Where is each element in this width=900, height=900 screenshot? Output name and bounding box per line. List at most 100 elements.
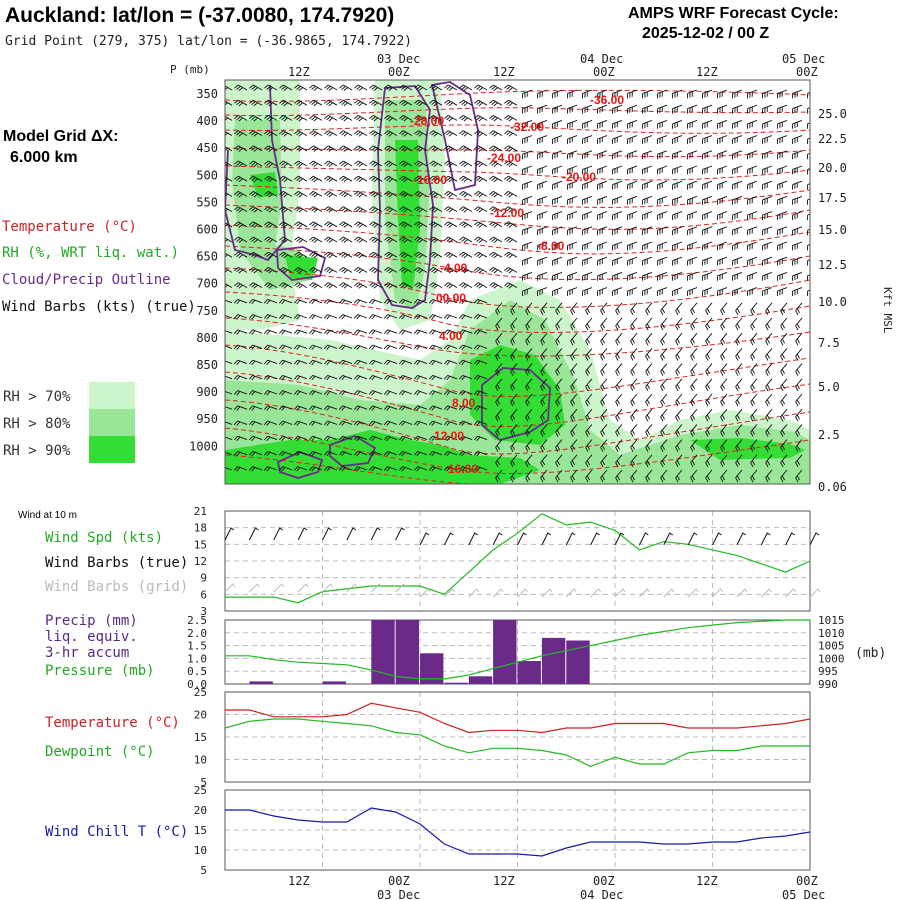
wind-barb — [792, 195, 803, 205]
wind-barb — [702, 226, 713, 236]
wind-barb — [384, 130, 398, 137]
wind-barb — [279, 84, 293, 92]
wind-barb — [473, 344, 488, 350]
wind-barb — [278, 314, 293, 320]
wind-barb — [309, 115, 323, 122]
wind-barb — [368, 344, 383, 350]
wind-barb — [660, 393, 668, 407]
wind-barb — [339, 99, 353, 107]
wind-barb — [278, 435, 293, 442]
wind-barb — [474, 221, 488, 228]
wind-barb — [398, 344, 413, 350]
wind-barb — [459, 115, 473, 122]
wind-barb — [777, 287, 788, 297]
bottom-time-4: 00Z — [593, 874, 615, 888]
wind-barb — [762, 211, 773, 221]
wind-barb — [765, 469, 773, 483]
wind-barb — [338, 435, 353, 442]
cross-section-plot — [225, 80, 817, 484]
wind-barb — [675, 469, 683, 483]
bottom-date-2: 04 Dec — [580, 888, 623, 900]
wind-barb — [279, 175, 293, 183]
wind-barb — [263, 344, 278, 350]
wind-barb — [399, 130, 413, 137]
wind-barb — [642, 165, 653, 175]
wind-barb — [612, 119, 623, 129]
wind-barb — [780, 469, 788, 483]
wind-barb — [294, 251, 308, 259]
wind-barb — [687, 104, 698, 114]
wind-barb — [522, 119, 533, 129]
wind-barb — [458, 329, 473, 335]
wind-barb — [612, 195, 623, 205]
wind-barb — [687, 241, 698, 251]
wind-barb — [690, 408, 698, 422]
wind-barb — [233, 390, 248, 396]
wind-barb — [792, 271, 803, 281]
wind-barb — [540, 317, 548, 331]
wind-barb — [762, 150, 773, 160]
pressure-legend: Pressure (mb) — [45, 663, 155, 679]
wind-barb — [323, 450, 338, 457]
wind-barb — [233, 359, 248, 366]
precip-bar — [249, 681, 273, 684]
wind-barb-true — [248, 527, 259, 541]
wind-barb — [225, 283, 233, 288]
wind-barb — [645, 317, 653, 331]
panel-frame — [224, 691, 811, 783]
wind-barb — [338, 344, 353, 350]
temp-label-m36: -36.00 — [590, 93, 624, 107]
wind-barb — [567, 256, 578, 266]
wind-barb — [458, 374, 473, 381]
wind-barb — [615, 393, 623, 407]
wind-barb — [807, 137, 810, 145]
wind-barb — [792, 150, 803, 160]
wind-barb — [615, 408, 623, 422]
wind-barb — [459, 267, 473, 274]
wind-barb — [234, 145, 248, 152]
bottom-time-2: 00Z — [388, 874, 410, 888]
wind-barb — [443, 420, 458, 426]
wind-barb-true — [224, 527, 235, 541]
wind-barb — [747, 104, 758, 114]
wind-barb — [750, 332, 758, 346]
wind-barb — [675, 424, 683, 437]
wind-barb — [672, 150, 683, 160]
wind-barb — [384, 206, 398, 213]
wind-barb — [762, 195, 773, 205]
temp-label-8: 8.00 — [452, 396, 476, 410]
wind-barb — [458, 405, 473, 411]
y-tick-label: 15 — [194, 824, 207, 837]
wind-barb — [278, 390, 293, 396]
wind-barb — [264, 115, 278, 122]
wind-barb — [384, 221, 398, 228]
wind-barb — [459, 251, 473, 259]
grid-point-label: Grid Point (279, 375) lat/lon = (-36.986… — [5, 34, 412, 49]
wind-barb — [705, 332, 713, 346]
wind-barb — [225, 466, 233, 471]
wind-barb — [309, 282, 323, 289]
wind-barb — [473, 314, 488, 320]
wind-barb — [489, 191, 503, 198]
wind-barb-grid — [517, 588, 528, 598]
wind-barb — [353, 329, 368, 335]
wind-barb — [495, 317, 503, 331]
wind-barb — [762, 287, 773, 297]
wind-barb — [585, 454, 593, 468]
wind-barb — [537, 211, 548, 221]
wind-barb — [657, 256, 668, 266]
wind-barb — [537, 226, 548, 236]
top-date-2: 04 Dec — [580, 52, 623, 66]
pressure-tick-label: 400 — [196, 114, 218, 128]
temp-label-4: 4.00 — [439, 329, 463, 343]
wind-barb — [600, 454, 608, 468]
wind-barb — [414, 175, 428, 183]
wind-barb — [567, 226, 578, 236]
top-date-1: 03 Dec — [377, 52, 420, 66]
wind-barb — [687, 165, 698, 175]
wind-barb — [383, 374, 398, 381]
wind-barb — [225, 299, 233, 304]
wind-barb-true — [809, 532, 820, 546]
wind-barb — [811, 333, 817, 345]
wind-barb — [504, 251, 518, 259]
